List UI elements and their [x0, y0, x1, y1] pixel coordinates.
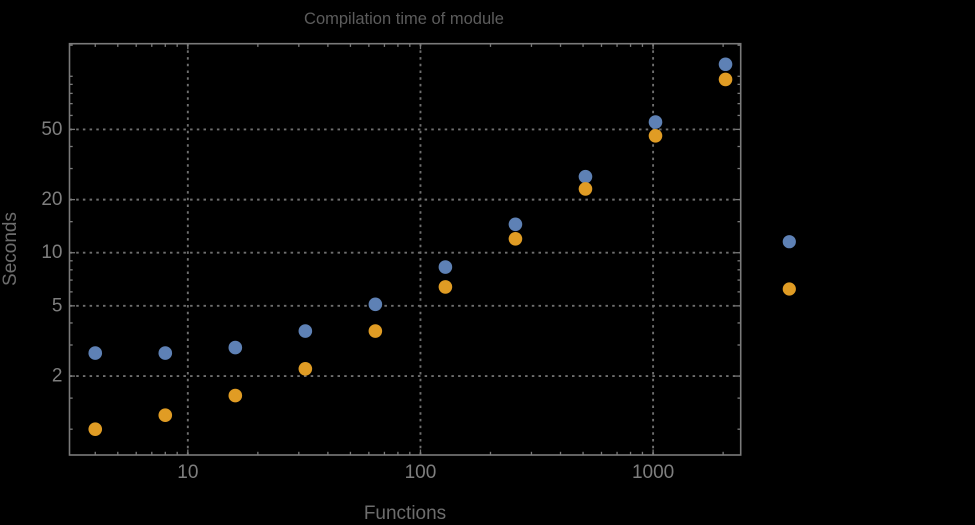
y-tick-label-50: 50	[41, 119, 62, 140]
data-point-series-1-blue-x32	[298, 324, 313, 338]
data-point-series-1-blue-x8	[158, 346, 173, 360]
plot-frame	[68, 42, 742, 456]
data-point-series-1-blue-x512	[578, 169, 593, 184]
data-point-series-2-orange-x128	[438, 280, 453, 294]
x-axis-label: Functions	[364, 503, 446, 524]
data-point-series-1-blue-x4	[88, 346, 103, 360]
plot-frame-layer	[68, 42, 742, 456]
data-point-series-1-blue-x1024	[648, 115, 663, 129]
data-point-series-2-orange-x16	[228, 388, 243, 403]
x-tick-label-100: 100	[405, 462, 437, 483]
data-point-series-2-orange-x512	[578, 182, 593, 196]
data-point-series-1-blue-x64	[368, 297, 383, 312]
y-tick-label-20: 20	[41, 189, 62, 210]
x-tick-label-1000: 1000	[632, 462, 674, 483]
legend-layer	[782, 235, 796, 296]
data-point-series-2-orange-x64	[368, 324, 383, 338]
data-point-series-1-blue-x256	[508, 217, 523, 232]
x-tick-label-10: 10	[177, 462, 198, 483]
y-tick-label-10: 10	[41, 242, 62, 263]
legend-marker-2	[782, 282, 796, 296]
y-axis-label: Seconds	[0, 212, 21, 286]
data-point-series-1-blue-x128	[438, 260, 453, 274]
data-point-series-1-blue-x16	[228, 340, 243, 355]
chart-title: Compilation time of module	[304, 10, 504, 28]
y-tick-label-2: 2	[52, 366, 63, 387]
ticks-layer	[69, 43, 741, 455]
legend-marker-1	[782, 235, 796, 249]
gridlines-layer	[69, 43, 741, 455]
data-point-series-2-orange-x2048	[718, 72, 733, 87]
data-point-series-2-orange-x8	[158, 408, 173, 423]
data-point-series-2-orange-x1024	[648, 128, 663, 143]
data-point-series-2-orange-x4	[88, 422, 103, 436]
data-point-series-2-orange-x32	[298, 361, 313, 376]
data-point-series-1-blue-x2048	[718, 57, 733, 72]
data-point-series-2-orange-x256	[508, 231, 523, 246]
y-tick-label-5: 5	[52, 295, 63, 316]
data-points-layer	[88, 57, 733, 436]
tick-labels-layer: 10 100 1000 2 5 10 20 50	[41, 119, 674, 483]
